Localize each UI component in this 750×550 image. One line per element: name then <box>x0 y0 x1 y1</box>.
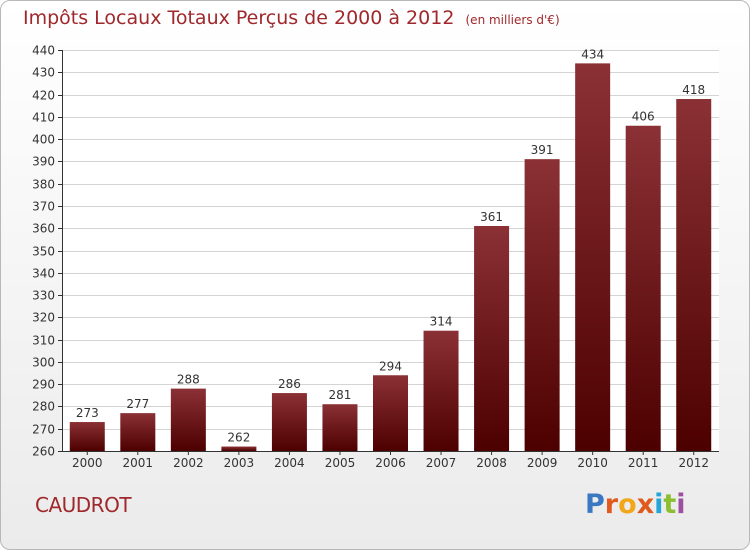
x-tick-label: 2000 <box>72 456 103 470</box>
x-tick-label: 2012 <box>678 456 709 470</box>
y-tick-label: 400 <box>32 133 55 147</box>
x-tick-label: 2003 <box>224 456 255 470</box>
y-tick-label: 290 <box>32 378 55 392</box>
x-tick-label: 2010 <box>577 456 608 470</box>
y-tick-label: 330 <box>32 289 55 303</box>
y-tick-label: 430 <box>32 66 55 80</box>
bar <box>625 125 661 451</box>
data-label: 273 <box>76 406 99 420</box>
y-tick-label: 440 <box>32 44 55 58</box>
data-label: 288 <box>177 373 200 387</box>
y-tick-label: 370 <box>32 200 55 214</box>
x-tick-label: 2005 <box>325 456 356 470</box>
bar <box>524 159 560 451</box>
data-label: 406 <box>632 110 655 124</box>
y-tick-label: 350 <box>32 245 55 259</box>
x-tick-label: 2008 <box>476 456 507 470</box>
x-tick-label: 2007 <box>426 456 457 470</box>
x-tick-label: 2006 <box>375 456 406 470</box>
proxiti-logo: Proxiti <box>585 489 686 520</box>
y-tick-label: 380 <box>32 178 55 192</box>
bar <box>373 375 408 451</box>
y-tick-label: 320 <box>32 311 55 325</box>
y-tick-label: 420 <box>32 89 55 103</box>
y-tick-label: 340 <box>32 267 55 281</box>
chart-title: Impôts Locaux Totaux Perçus de 2000 à 20… <box>23 7 455 29</box>
data-label: 418 <box>682 83 705 97</box>
x-tick-label: 2001 <box>123 456 154 470</box>
y-tick-label: 280 <box>32 400 55 414</box>
place-name: CAUDROT <box>35 493 132 517</box>
bar <box>271 393 307 451</box>
y-tick-label: 390 <box>32 155 55 169</box>
y-tick-label: 310 <box>32 334 55 348</box>
bar <box>69 422 105 451</box>
data-label: 434 <box>581 47 604 61</box>
bar <box>170 388 206 451</box>
bar <box>221 446 257 451</box>
y-tick-label: 410 <box>32 111 55 125</box>
y-tick-label: 360 <box>32 222 55 236</box>
chart-title-block: Impôts Locaux Totaux Perçus de 2000 à 20… <box>23 7 560 29</box>
data-label: 314 <box>430 315 453 329</box>
x-tick-label: 2002 <box>173 456 204 470</box>
data-label: 361 <box>480 210 503 224</box>
bar <box>120 413 156 451</box>
data-label: 281 <box>329 388 352 402</box>
y-tick-label: 300 <box>32 356 55 370</box>
data-label: 262 <box>227 431 250 445</box>
bar <box>423 330 459 451</box>
data-label: 277 <box>126 397 149 411</box>
x-tick-label: 2009 <box>527 456 558 470</box>
bar <box>322 404 358 451</box>
data-label: 286 <box>278 377 301 391</box>
bar <box>575 63 611 451</box>
x-tick-label: 2004 <box>274 456 305 470</box>
chart-subtitle: (en milliers d'€) <box>465 13 560 27</box>
bar <box>676 99 712 451</box>
y-tick-label: 260 <box>32 445 55 459</box>
y-tick-label: 270 <box>32 423 55 437</box>
bar <box>474 225 510 451</box>
data-label: 294 <box>379 359 402 373</box>
x-tick-label: 2011 <box>628 456 659 470</box>
data-label: 391 <box>531 143 554 157</box>
